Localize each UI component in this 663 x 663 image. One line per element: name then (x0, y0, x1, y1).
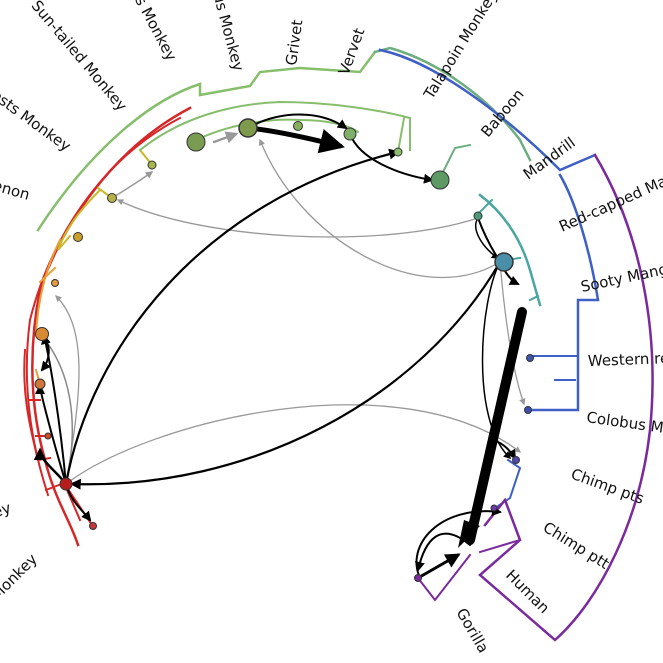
branch-teal (478, 193, 542, 307)
branch-light-green-mid (138, 100, 411, 152)
node-blue-2 (524, 406, 532, 414)
node-purple-2 (490, 504, 498, 512)
arrow-black-1 (64, 148, 401, 486)
arrow-black-5 (349, 133, 434, 184)
branch-blue-3 (529, 355, 579, 381)
label-lhoests: L'Hoests Monkey (0, 66, 74, 155)
arrow-black-9 (481, 261, 512, 460)
branch-purple-2 (416, 553, 472, 602)
tree-nodes (34, 118, 534, 582)
node-green-2 (238, 118, 258, 138)
arrow-black-10 (475, 217, 500, 259)
branch-green (373, 46, 532, 162)
node-red-3 (44, 432, 52, 440)
node-teal-1 (473, 211, 483, 221)
label-gorilla: Gorilla (453, 605, 493, 656)
branch-purple-outer (478, 153, 654, 642)
node-orange-3 (51, 279, 59, 287)
arrow-black-4 (247, 113, 348, 130)
node-orange-1 (34, 378, 46, 390)
branch-light-green-leaf (396, 116, 406, 154)
arrow-grey-2 (258, 138, 501, 279)
node-teal-2 (494, 252, 514, 272)
arrow-grey-7 (499, 261, 526, 406)
node-purple-1 (414, 574, 422, 582)
label-red-capped: Red-capped Mangabey (556, 149, 663, 235)
node-blue-3 (512, 456, 520, 464)
arrow-grey-6 (212, 131, 239, 144)
node-yellow-1 (73, 232, 83, 242)
label-sun-tailed: Sun-tailed Monkey (28, 0, 131, 115)
label-human: Human (502, 566, 553, 617)
arrow-black-2 (69, 260, 502, 490)
node-green-6 (430, 170, 450, 190)
label-chimp-ptt: Chimp ptt (540, 518, 613, 573)
branch-light-green-outer (36, 50, 377, 232)
node-green-1 (186, 132, 206, 152)
arrow-black-18 (489, 439, 517, 460)
branch-yellow (57, 188, 102, 251)
arrow-black-17 (414, 532, 471, 572)
branch-green-2 (438, 143, 472, 180)
arrow-grey-3 (65, 404, 522, 485)
label-denti: Dent's Mona Monkey (0, 550, 41, 663)
node-green-5 (393, 147, 403, 157)
label-tantalus: Tantalus Monkey (198, 0, 248, 73)
label-guenon: Guenon (0, 170, 32, 203)
arrow-black-19 (416, 553, 461, 580)
arrow-grey-5 (111, 171, 154, 199)
node-red-main (59, 477, 73, 491)
node-yellow-2 (107, 193, 117, 203)
branch-blue-4 (493, 458, 522, 510)
label-western: Western red colobus (588, 347, 663, 370)
branch-blue-2 (526, 173, 600, 412)
node-orange-2 (35, 327, 49, 341)
label-chimp-pts: Chimp pts (569, 465, 647, 508)
arrow-grey-1 (116, 199, 479, 238)
tree-branches (23, 46, 654, 642)
label-grivet: Grivet (282, 18, 306, 66)
node-yellow-3 (147, 160, 157, 170)
node-blue-1 (526, 354, 534, 362)
branch-purple-3 (478, 538, 522, 554)
node-red-2 (89, 522, 97, 530)
branch-red-outer (31, 106, 192, 547)
transmission-arrows (33, 113, 527, 580)
arrow-black-13 (41, 334, 67, 485)
label-de-brazza: De Brazza's Monkey (0, 499, 13, 563)
arrow-black-15 (40, 335, 51, 372)
label-rhesus: Rhesus Monkey (110, 0, 181, 64)
node-green-4 (343, 127, 357, 141)
arrow-black-6 (465, 307, 527, 545)
branch-blue-outer (378, 48, 597, 172)
node-green-3 (293, 121, 303, 131)
label-sooty: Sooty Mangabey (579, 252, 663, 296)
